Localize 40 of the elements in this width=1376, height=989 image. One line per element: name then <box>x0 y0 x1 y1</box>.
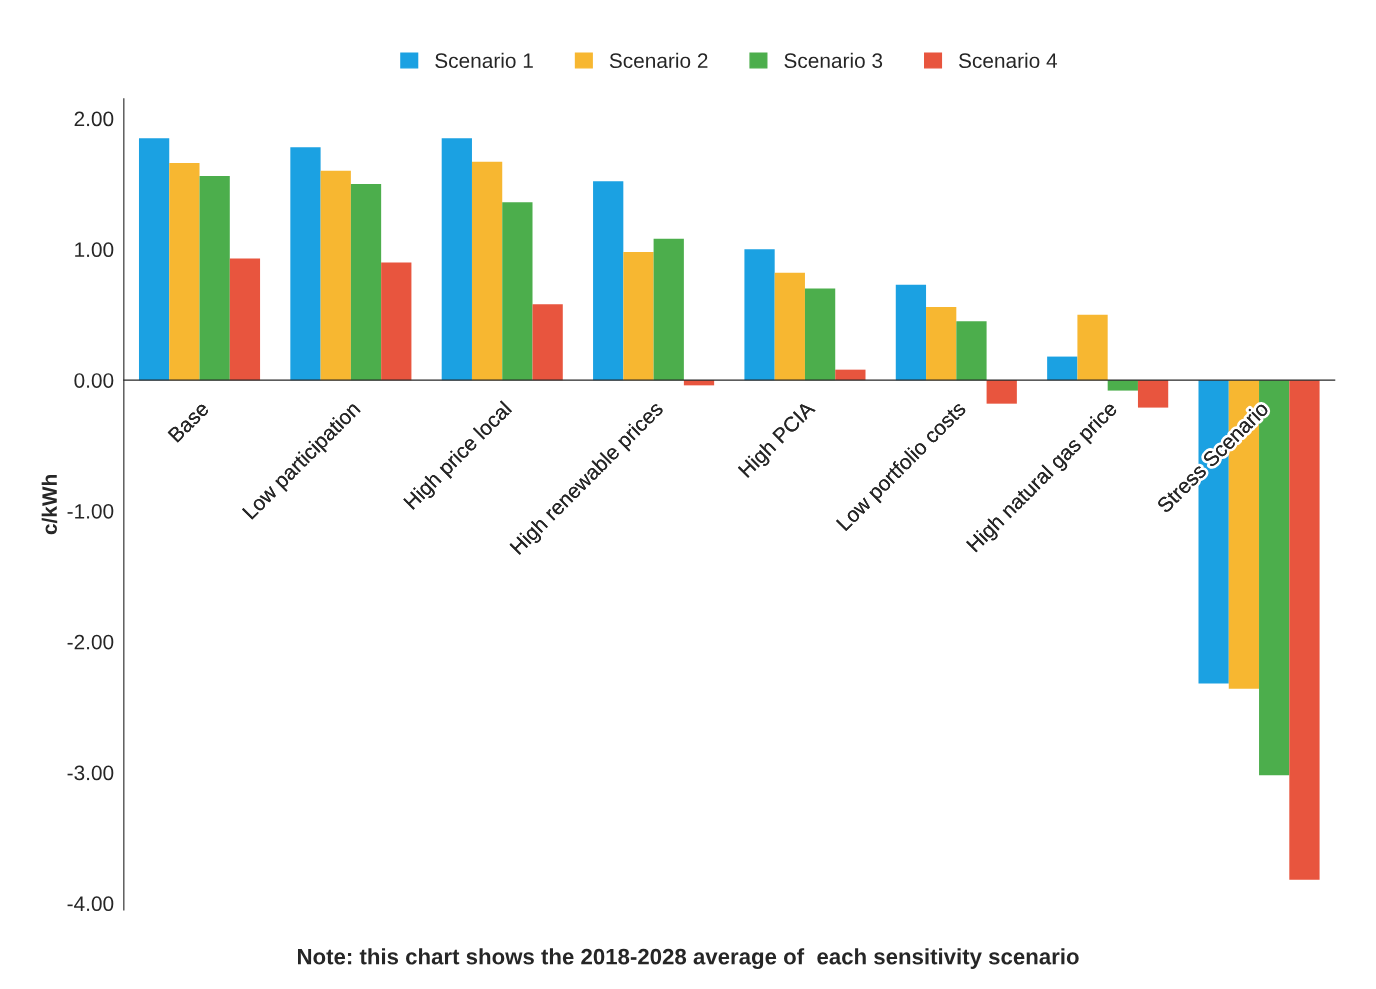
y-tick-label: -2.00 <box>67 634 114 650</box>
y-tick-label: 0.00 <box>74 373 114 388</box>
bar <box>229 258 261 381</box>
bar <box>532 304 563 381</box>
y-tick-label: 2.00 <box>74 111 114 127</box>
bar <box>623 251 654 381</box>
y-tick-label: -3.00 <box>67 765 114 781</box>
legend-label: Scenario 3 <box>784 52 883 69</box>
bar <box>441 138 472 381</box>
bar <box>320 170 351 381</box>
bar <box>169 162 200 381</box>
bar <box>199 176 230 381</box>
bar <box>593 181 624 381</box>
bar <box>471 161 503 381</box>
legend-label: Scenario 2 <box>609 52 708 69</box>
y-tick-label: 1.00 <box>75 242 114 258</box>
bar <box>502 202 533 381</box>
bar <box>986 380 1017 404</box>
bar <box>138 138 170 381</box>
y-tick-label: -1.00 <box>67 503 114 519</box>
bar <box>1107 380 1138 391</box>
bar <box>895 284 927 381</box>
legend-label: Scenario 4 <box>958 52 1058 69</box>
y-tick-label: -4.00 <box>67 896 114 912</box>
bar <box>1137 380 1169 408</box>
bar <box>381 262 412 381</box>
legend-label: Scenario 1 <box>435 52 533 69</box>
bar <box>653 238 684 381</box>
text: Note: this chart shows the 2018-2028 average of each sensitivity scenario <box>298 948 1079 969</box>
bar <box>774 272 805 381</box>
bar <box>350 183 382 381</box>
bar <box>956 321 987 381</box>
bar <box>926 306 957 381</box>
bar <box>1077 314 1108 381</box>
bar <box>1289 380 1320 880</box>
bar <box>804 288 836 381</box>
y-axis-title: c/kWh <box>41 475 58 535</box>
bar <box>290 147 321 381</box>
bar <box>1047 356 1078 381</box>
bar <box>744 249 775 381</box>
